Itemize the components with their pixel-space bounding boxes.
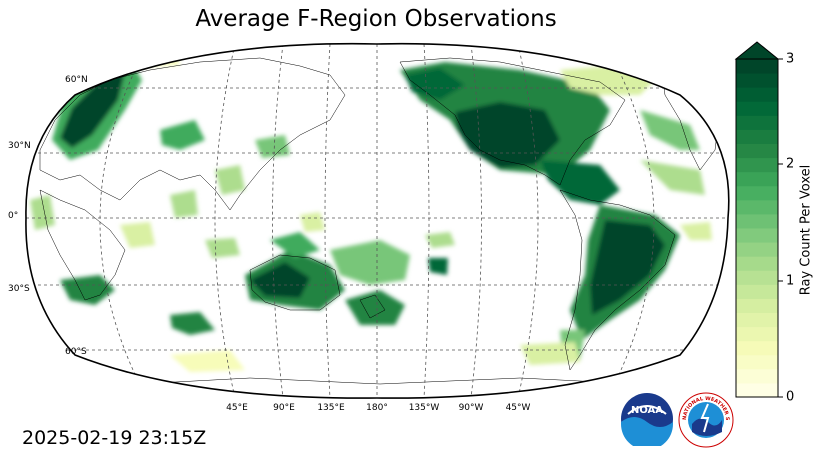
colorbar-segment [736,185,778,201]
colorbar-segment [736,298,778,313]
nws-logo-icon: NATIONAL WEATHER SERVICE [678,392,734,448]
colorbar [734,41,783,398]
colorbar-extend-arrow [734,41,780,60]
colorbar-segment [736,368,778,384]
colorbar-segment [736,270,778,285]
lon-label-90e: 90°E [273,403,295,413]
observation-density [30,52,712,372]
colorbar-segment [736,143,778,159]
lat-label-60s: 60°S [65,347,87,357]
colorbar-segment [736,199,778,215]
coastlines [39,57,721,386]
lat-label-0: 0° [8,211,19,221]
colorbar-segment [736,73,778,88]
colorbar-label: Ray Count Per Voxel [798,164,814,296]
colorbar-segment [736,242,778,257]
lat-label-60n: 60°N [65,75,88,85]
lon-label-180: 180° [366,403,388,413]
colorbar-segment [736,115,778,130]
colorbar-segment [736,354,778,370]
colorbar-segment [736,312,778,328]
colorbar-tick-1: 1 [786,273,795,289]
colorbar-segment [736,101,778,116]
lon-label-45e: 45°E [226,403,248,413]
noaa-logo-icon: NOAA [621,393,673,446]
colorbar-segment [736,171,778,187]
colorbar-segment [736,326,778,342]
colorbar-tick-3: 3 [786,51,795,67]
lat-label-30s: 30°S [8,284,30,294]
timestamp: 2025-02-19 23:15Z [22,427,207,449]
colorbar-segment [736,340,778,356]
lon-label-135e: 135°E [317,403,345,413]
density-region-central-america [540,160,620,205]
gridlines [25,43,729,399]
colorbar-tick-2: 2 [786,156,795,172]
figure-title: Average F-Region Observations [195,6,557,32]
lat-label-30n: 30°N [8,141,31,151]
lon-label-90w: 90°W [458,403,484,413]
colorbar-segment [736,228,778,243]
svg-text:NOAA: NOAA [631,405,663,416]
colorbar-segment [736,59,778,74]
colorbar-segment [736,284,778,299]
map-boundary [25,42,730,399]
colorbar-segment [736,382,778,398]
colorbar-outline [735,58,779,398]
colorbar-segment [736,87,778,102]
lon-label-45w: 45°W [505,403,531,413]
colorbar-segment [736,157,778,173]
colorbar-segment [736,256,778,271]
lon-label-135w: 135°W [408,403,440,413]
colorbar-segment [736,129,778,144]
colorbar-segment [736,213,778,229]
colorbar-tick-0: 0 [786,389,795,405]
